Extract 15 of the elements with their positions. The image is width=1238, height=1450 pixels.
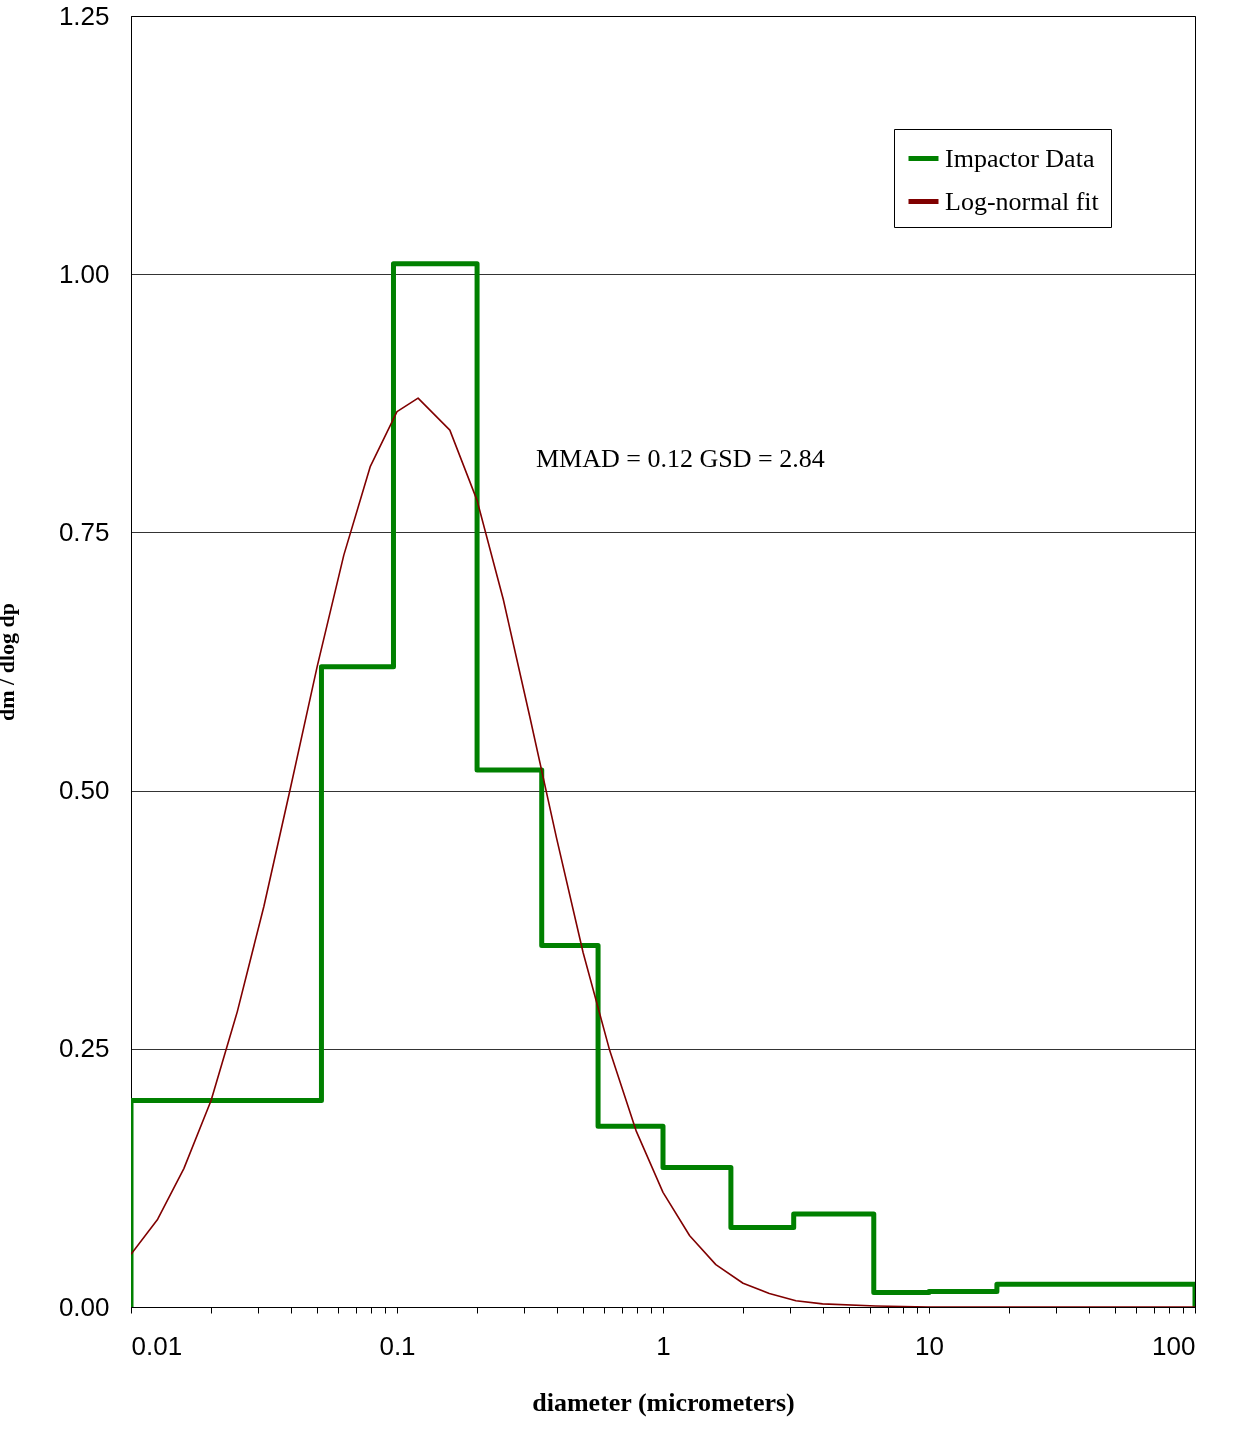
y-tick-label: 0.25 <box>58 1033 110 1064</box>
x-axis-title: diameter (micrometers) <box>532 1387 795 1417</box>
legend-label: Log-normal fit <box>945 186 1100 216</box>
y-tick-label: 0.50 <box>58 775 110 806</box>
x-tick-label: 0.01 <box>131 1330 183 1361</box>
y-tick-label: 0.75 <box>58 516 110 547</box>
legend-label: Impactor Data <box>945 143 1095 173</box>
y-tick-label: 0.00 <box>58 1291 110 1322</box>
y-tick-label: 1.25 <box>58 0 110 31</box>
x-tick-label: 100 <box>1152 1330 1196 1361</box>
y-tick-label: 1.00 <box>58 258 110 289</box>
x-tick-label: 1 <box>656 1330 671 1361</box>
x-tick-label: 10 <box>915 1330 944 1361</box>
annotation: MMAD = 0.12 GSD = 2.84 <box>536 444 825 473</box>
x-tick-label: 0.1 <box>379 1330 416 1361</box>
